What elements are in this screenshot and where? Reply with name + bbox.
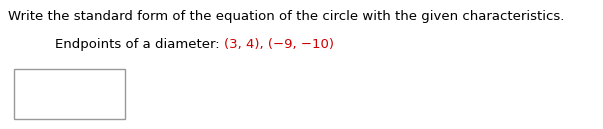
Bar [14, 69, 125, 119]
Text: (3, 4), (−9, −10): (3, 4), (−9, −10) [224, 38, 334, 51]
Text: Write the standard form of the equation of the circle with the given characteris: Write the standard form of the equation … [8, 10, 564, 23]
Text: Endpoints of a diameter:: Endpoints of a diameter: [55, 38, 224, 51]
